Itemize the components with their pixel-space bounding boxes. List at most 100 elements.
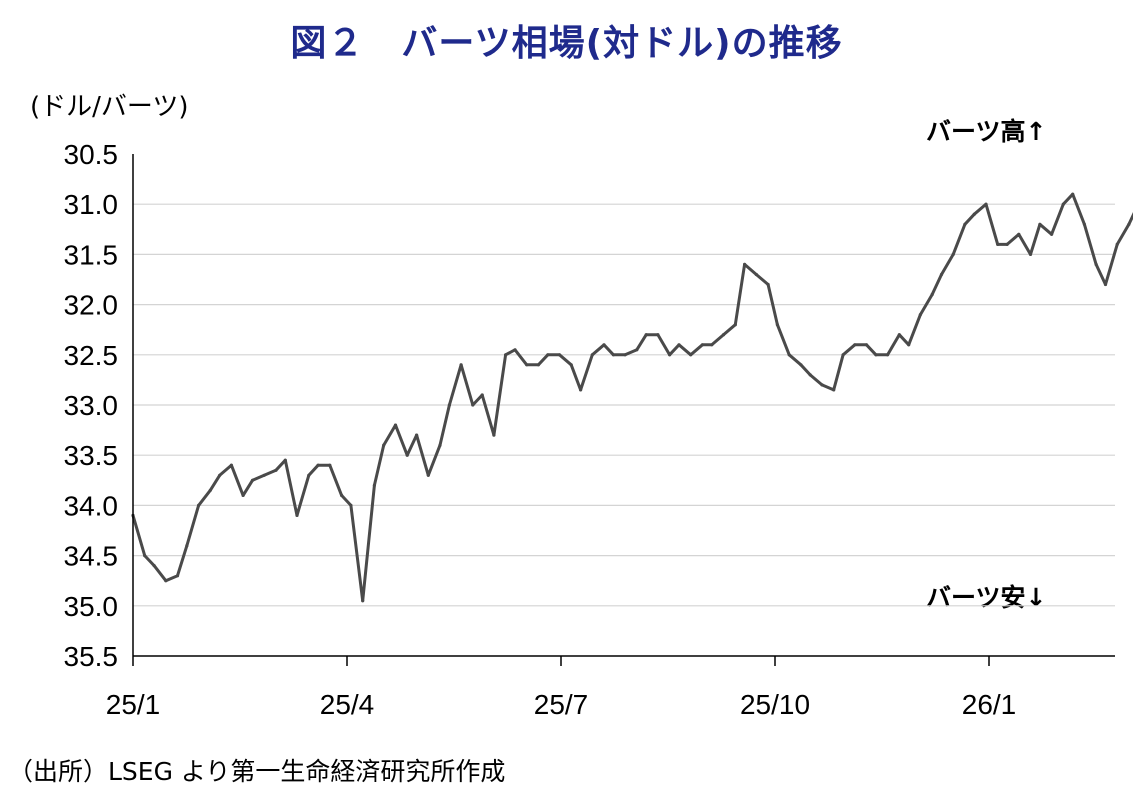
data-point (536, 363, 541, 367)
y-tick-label: 34.0 (64, 490, 119, 521)
data-point (1017, 232, 1021, 236)
data-point (557, 353, 562, 357)
data-point (733, 323, 737, 327)
data-point (316, 463, 320, 467)
y-tick-label: 32.5 (64, 340, 119, 371)
data-point (569, 363, 573, 367)
x-tick-label: 25/7 (534, 689, 589, 720)
data-point (766, 282, 770, 287)
data-point (841, 353, 845, 357)
data-point (1103, 282, 1108, 287)
chart-title: 図２ バーツ相場(対ドル)の推移 (290, 23, 843, 64)
gridlines (133, 203, 1115, 607)
x-tick-label: 25/10 (740, 689, 810, 720)
data-point (721, 333, 726, 337)
data-point (274, 468, 278, 472)
data-point (241, 493, 245, 497)
data-point (635, 348, 639, 352)
data-point (307, 473, 311, 477)
x-tick-label: 25/1 (106, 689, 161, 720)
data-point (853, 343, 857, 347)
y-tick-label: 33.0 (64, 390, 119, 421)
data-point (546, 353, 550, 357)
data-point (668, 353, 672, 357)
annotation-baht-up: バーツ高↑ (926, 117, 1047, 146)
data-point (1071, 192, 1075, 196)
annotation-baht-down: バーツ安↓ (926, 583, 1047, 612)
data-point (874, 353, 878, 357)
y-tick-label: 31.5 (64, 239, 119, 270)
data-point (623, 353, 627, 357)
y-tick-labels: 30.5 31.0 31.5 32.0 32.5 33.0 33.5 34.0 34.5 35.0… (64, 139, 119, 672)
data-point (700, 343, 705, 347)
data-point (832, 388, 836, 392)
data-point (656, 333, 660, 337)
data-point (459, 363, 463, 367)
data-point (808, 373, 812, 377)
data-point (1127, 222, 1131, 226)
data-point (611, 353, 616, 357)
data-point (1005, 242, 1009, 246)
data-point (996, 242, 1000, 246)
y-tick-label: 32.0 (64, 290, 119, 321)
data-point (328, 463, 332, 467)
data-point (918, 313, 923, 317)
data-point (197, 503, 201, 507)
data-point (787, 353, 791, 357)
y-tick-label: 30.5 (64, 139, 119, 170)
data-point (1028, 252, 1033, 256)
data-point (471, 403, 475, 407)
data-point (579, 388, 583, 392)
data-point (754, 272, 758, 277)
data-point (382, 443, 386, 447)
x-tick-label: 25/4 (320, 689, 375, 720)
data-point (218, 473, 222, 477)
source-note: （出所）LSEG より第一生命経済研究所作成 (8, 757, 506, 786)
data-point (1115, 242, 1119, 246)
data-point (886, 353, 890, 357)
data-point (963, 222, 967, 226)
data-point (143, 554, 147, 558)
data-point (897, 333, 901, 337)
data-point (590, 353, 594, 357)
data-point (775, 323, 780, 327)
data-point (250, 478, 255, 482)
data-point (525, 363, 529, 367)
data-point (513, 348, 517, 352)
data-point (229, 463, 233, 467)
data-point (349, 503, 353, 507)
data-point (480, 393, 484, 397)
y-tick-label: 31.0 (64, 189, 119, 220)
data-point (340, 493, 344, 497)
data-point (262, 473, 266, 477)
data-point (208, 488, 212, 492)
data-point (951, 252, 955, 256)
data-point (283, 458, 287, 462)
y-tick-label: 35.5 (64, 641, 119, 672)
data-point (504, 353, 508, 357)
data-point (907, 343, 911, 347)
data-point (295, 513, 299, 518)
y-tick-label: 34.5 (64, 541, 119, 572)
data-point (415, 433, 419, 437)
data-point (1050, 232, 1054, 236)
data-point (939, 272, 944, 277)
data-point (175, 574, 180, 578)
data-point (152, 564, 156, 568)
x-tick-label: 26/1 (962, 689, 1017, 720)
data-point (677, 343, 681, 347)
data-point (438, 443, 442, 447)
data-point (164, 579, 168, 583)
data-point (644, 333, 648, 337)
y-tick-label: 33.5 (64, 440, 119, 471)
x-tick-labels: 25/1 25/4 25/7 25/10 26/1 (106, 656, 1017, 720)
data-point (361, 599, 365, 603)
data-point (393, 423, 398, 427)
data-point (426, 473, 430, 477)
data-point (930, 293, 934, 297)
data-point (602, 343, 606, 347)
y-axis-unit-label: (ドル/バーツ) (30, 92, 189, 122)
data-point (405, 453, 409, 457)
series-group (131, 192, 1133, 603)
